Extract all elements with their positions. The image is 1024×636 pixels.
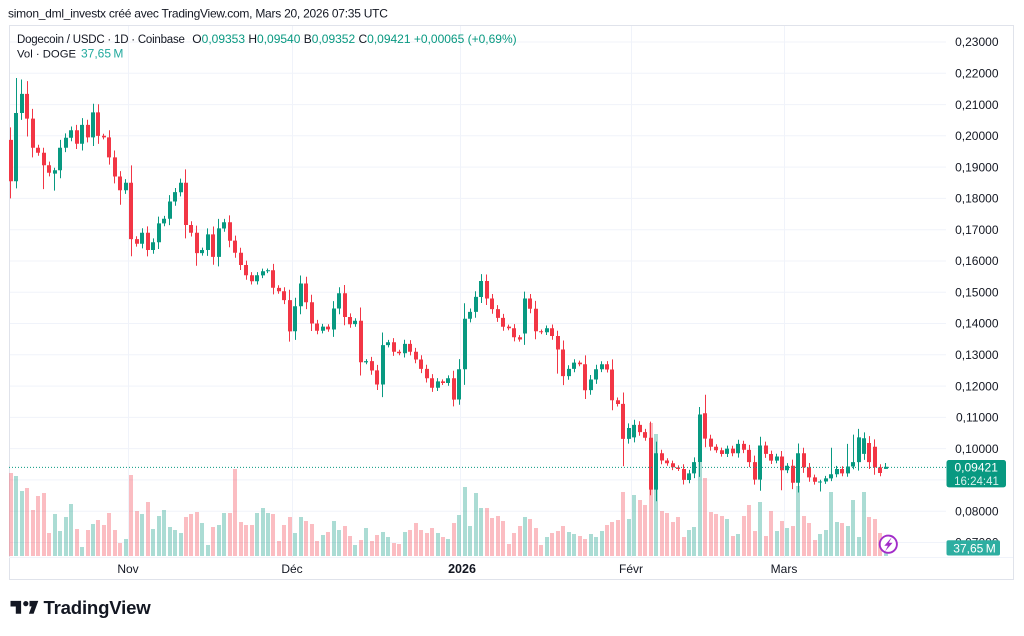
svg-text:Févr: Févr <box>619 562 643 576</box>
svg-text:37,65 M: 37,65 M <box>81 47 123 61</box>
svg-text:0,11000: 0,11000 <box>956 411 999 425</box>
svg-text:Déc: Déc <box>281 562 302 576</box>
svg-text:0,23000: 0,23000 <box>955 35 999 49</box>
svg-text:Mars: Mars <box>771 562 798 576</box>
svg-text:16:24:41: 16:24:41 <box>954 476 999 488</box>
svg-text:Dogecoin / USDC · 1D · Coinbas: Dogecoin / USDC · 1D · Coinbase <box>17 34 185 46</box>
svg-text:simon_dml_investx créé avec Tr: simon_dml_investx créé avec TradingView.… <box>8 7 388 21</box>
svg-text:0,20000: 0,20000 <box>955 129 999 143</box>
svg-text:Vol · DOGE: Vol · DOGE <box>17 49 76 61</box>
svg-text:Nov: Nov <box>117 562 138 576</box>
svg-text:0,08000: 0,08000 <box>955 504 999 518</box>
svg-text:0,12000: 0,12000 <box>955 379 999 393</box>
svg-text:0,13000: 0,13000 <box>955 348 999 362</box>
svg-text:0,21000: 0,21000 <box>955 98 999 112</box>
svg-text:0,19000: 0,19000 <box>955 160 999 174</box>
svg-text:0,17000: 0,17000 <box>955 223 999 237</box>
svg-text:O0,09353 H0,09540 B0,09352 C0,: O0,09353 H0,09540 B0,09352 C0,09421 +0,0… <box>192 32 516 46</box>
svg-text:0,18000: 0,18000 <box>955 192 999 206</box>
svg-text:0,14000: 0,14000 <box>955 317 999 331</box>
svg-text:0,16000: 0,16000 <box>955 254 999 268</box>
svg-text:0,15000: 0,15000 <box>955 285 999 299</box>
svg-text:0,10000: 0,10000 <box>955 442 999 456</box>
svg-text:TradingView: TradingView <box>44 597 152 618</box>
svg-text:0,22000: 0,22000 <box>955 67 999 81</box>
svg-text:0,09421: 0,09421 <box>955 461 999 475</box>
svg-text:37,65 M: 37,65 M <box>953 541 995 555</box>
svg-text:2026: 2026 <box>448 562 476 576</box>
